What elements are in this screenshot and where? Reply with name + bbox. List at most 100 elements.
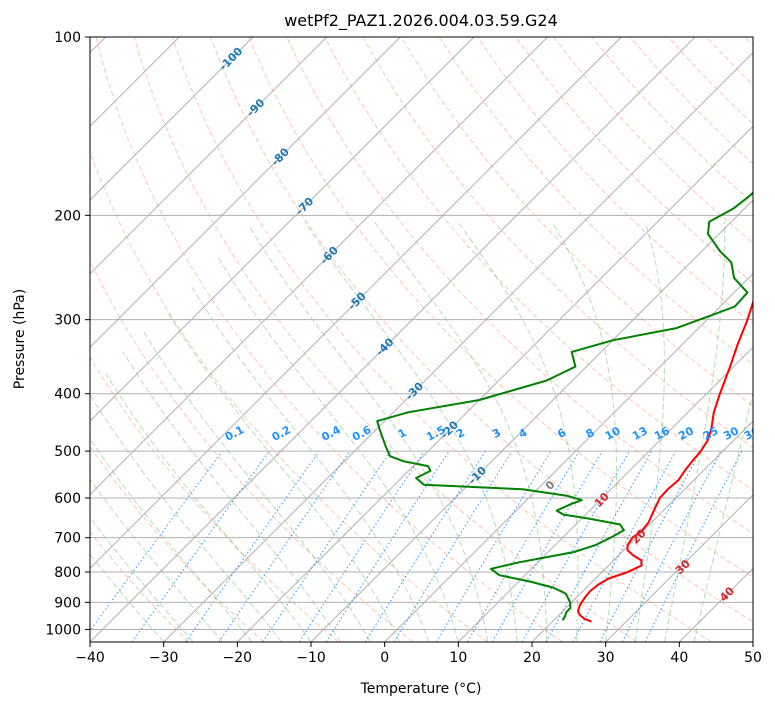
moist-adiabat-line <box>693 390 753 642</box>
dry-adiabat-line <box>400 37 753 407</box>
x-tick-label: 10 <box>449 650 467 666</box>
x-axis-label: Temperature (°C) <box>360 681 482 697</box>
mixing-ratio-label: 3 <box>490 426 503 441</box>
dry-adiabat-line <box>553 37 753 244</box>
y-tick-label: 1000 <box>45 622 81 638</box>
dry-adiabat-line <box>90 259 414 642</box>
x-tick-label: −40 <box>75 650 105 666</box>
moist-adiabat-line <box>90 553 165 642</box>
mixing-ratio-label: 10 <box>603 424 623 443</box>
dry-adiabat-line <box>286 37 753 534</box>
temperature-line <box>577 299 753 623</box>
line-labels: 0.1 0.2 0.4 0.6 1 1.5 2 3 4 6 8 10 13 16 20 25 30 36-100-… <box>217 44 762 604</box>
series-layer <box>376 191 753 623</box>
mixing-ratio-line <box>545 450 653 642</box>
dry-adiabat-line <box>171 37 712 642</box>
background-lines <box>90 37 753 642</box>
moist-adiabat-line <box>90 516 194 642</box>
y-tick-label: 200 <box>54 208 81 224</box>
y-tick-label: 100 <box>54 30 81 46</box>
plot-frame <box>89 36 754 643</box>
isotherm-line <box>605 493 753 642</box>
y-axis: 100 200 300 400 500 600 700 800 900 1000 <box>45 30 90 638</box>
dry-adiabat-line <box>706 37 753 86</box>
moist-adiabat-line <box>122 351 341 642</box>
mixing-ratio-label: 16 <box>652 424 672 443</box>
dry-adiabat-line <box>591 37 753 204</box>
y-tick-label: 700 <box>54 531 81 547</box>
mixing-ratio-label: 0.1 <box>223 423 246 444</box>
moist-adiabat-line <box>105 373 312 642</box>
dry-adiabat-line <box>90 356 339 642</box>
isotherm-line <box>90 37 401 349</box>
isotherm-line <box>236 125 753 642</box>
isotherm-line <box>90 37 696 642</box>
moist-adiabat-line <box>90 478 223 642</box>
moist-adiabat-line <box>191 287 430 642</box>
moist-adiabat-line <box>374 221 548 642</box>
moist-adiabat-line <box>90 394 282 642</box>
moist-adiabat-line <box>143 331 371 642</box>
mixing-ratio-line <box>393 450 513 642</box>
mixing-ratio-label: 4 <box>517 426 530 441</box>
dry-adiabat-line <box>248 37 753 578</box>
dry-adiabat-line <box>95 37 563 642</box>
theta-label: 10 <box>592 490 612 510</box>
dry-adiabat-line <box>133 37 638 642</box>
isotherm-line <box>90 37 549 496</box>
mixing-ratio-label: 13 <box>630 424 650 443</box>
x-tick-label: 40 <box>670 650 688 666</box>
x-tick-label: 50 <box>744 650 762 666</box>
dry-adiabat-line <box>438 37 753 365</box>
moist-adiabat-line <box>457 221 579 642</box>
y-tick-label: 500 <box>54 444 81 460</box>
mixing-ratio-label: 30 <box>721 424 741 443</box>
mixing-ratio-line <box>435 450 552 642</box>
dry-adiabat-line <box>744 37 753 47</box>
moist-adiabat-line <box>664 221 726 642</box>
zero-isotherm-label: 0 <box>543 478 558 493</box>
isotherm-line <box>457 346 753 642</box>
moist-adiabat-line <box>166 310 400 642</box>
moist-adiabat-line <box>217 256 459 642</box>
theta-label: 20 <box>629 526 649 546</box>
mixing-ratio-line <box>298 450 425 642</box>
mixing-ratio-line <box>572 450 677 642</box>
isotherm-line <box>90 37 328 275</box>
mixing-ratio-line <box>185 450 320 642</box>
mixing-ratio-label: 8 <box>584 426 597 441</box>
mixing-ratio-label: 0.4 <box>319 423 343 444</box>
y-tick-label: 600 <box>54 491 81 507</box>
moist-adiabat-line <box>304 221 518 642</box>
x-tick-label: −20 <box>223 650 253 666</box>
y-tick-label: 800 <box>54 565 81 581</box>
x-tick-label: −30 <box>149 650 179 666</box>
y-tick-label: 400 <box>54 387 81 403</box>
mixing-ratio-line <box>262 450 392 642</box>
moist-adiabat-line <box>90 437 253 642</box>
mixing-ratio-label: 36 <box>742 424 762 443</box>
mixing-ratio-line <box>466 450 580 642</box>
dry-adiabat-line <box>90 531 190 642</box>
y-tick-label: 300 <box>54 313 81 329</box>
isotherm-line <box>90 37 475 422</box>
x-tick-label: 20 <box>523 650 541 666</box>
y-axis-label: Pressure (hPa) <box>12 289 28 389</box>
x-tick-label: 30 <box>597 650 615 666</box>
isotherm-line <box>310 199 753 642</box>
theta-label: 30 <box>673 557 693 577</box>
mixing-ratio-line <box>90 450 223 632</box>
mixing-ratio-line <box>521 450 631 642</box>
x-tick-label: 0 <box>380 650 389 666</box>
isotherm-line <box>678 567 753 642</box>
mixing-ratio-label: 20 <box>676 424 696 443</box>
dry-adiabat-line <box>90 445 264 642</box>
isotherm-line <box>90 37 254 201</box>
dry-adiabat-line <box>668 37 753 125</box>
isotherm-line <box>752 641 753 642</box>
mixing-ratio-label: 0.6 <box>350 423 374 444</box>
mixing-ratio-line <box>644 450 743 642</box>
mixing-ratio-label: 0.2 <box>270 423 293 444</box>
isotherm-line <box>163 51 753 642</box>
